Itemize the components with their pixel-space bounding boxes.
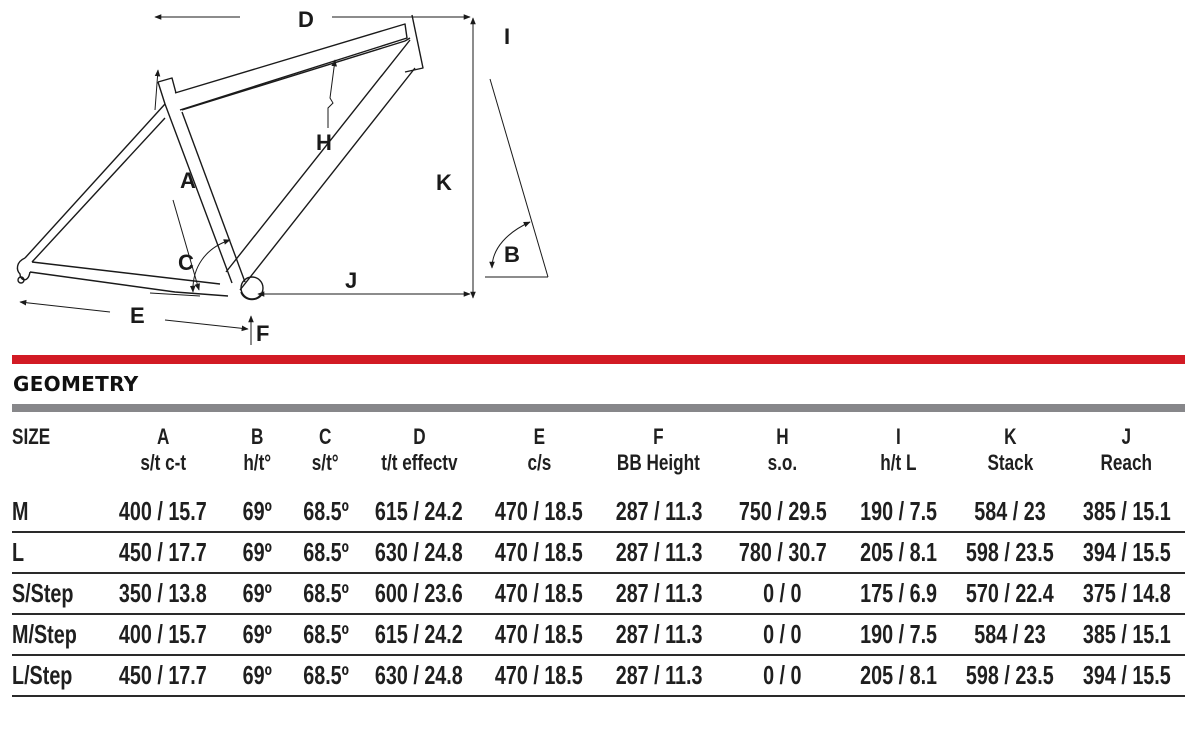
cell-c: 68.5º [293,532,358,574]
label-c: C [178,250,194,275]
cell-j: 375 / 14.8 [1068,573,1185,615]
table-row: L 450 / 17.7 69º 68.5º 630 / 24.8 470 / … [12,532,1185,574]
size-cell: L [12,532,105,574]
cell-d: 630 / 24.8 [357,532,481,574]
label-j: J [345,268,357,293]
cell-c: 68.5º [293,492,358,533]
cell-j: 385 / 15.1 [1068,492,1185,533]
cell-i: 205 / 8.1 [845,532,952,574]
cell-i: 190 / 7.5 [845,492,952,533]
cell-d: 630 / 24.8 [357,655,481,697]
cell-h: 780 / 30.7 [720,532,846,574]
cell-f: 287 / 11.3 [597,573,721,615]
cell-h: 0 / 0 [720,655,846,697]
table-row: S/Step 350 / 13.8 69º 68.5º 600 / 23.6 4… [12,573,1185,615]
label-d: D [298,7,314,32]
cell-a: 400 / 15.7 [104,492,221,533]
cell-j: 385 / 15.1 [1068,614,1185,656]
cell-a: 400 / 15.7 [104,614,221,656]
cell-k: 570 / 22.4 [951,573,1069,615]
cell-h: 0 / 0 [720,614,846,656]
label-e: E [130,303,145,328]
cell-e: 470 / 18.5 [480,532,598,574]
frame-outline [16,14,424,301]
header-j: J Reach [1100,424,1153,475]
cell-b: 69º [221,532,294,574]
label-i: I [504,24,510,49]
cell-i: 190 / 7.5 [845,614,952,656]
cell-k: 584 / 23 [951,614,1069,656]
cell-c: 68.5º [293,573,358,615]
cell-j: 394 / 15.5 [1068,655,1185,697]
cell-k: 584 / 23 [951,492,1069,533]
table-row: M/Step 400 / 15.7 69º 68.5º 615 / 24.2 4… [12,614,1185,656]
section-title: GEOMETRY [13,372,139,396]
cell-i: 205 / 8.1 [845,655,952,697]
red-divider-bar [12,355,1185,364]
label-h: H [316,130,332,155]
label-a: A [180,168,196,193]
cell-e: 470 / 18.5 [480,614,598,656]
dimension-lines [19,14,549,345]
cell-e: 470 / 18.5 [480,573,598,615]
cell-b: 69º [221,492,294,533]
cell-e: 470 / 18.5 [480,492,598,533]
label-b: B [504,242,520,267]
cell-d: 615 / 24.2 [357,614,481,656]
header-size: SIZE [12,424,51,449]
cell-k: 598 / 23.5 [951,532,1069,574]
header-k: K Stack [987,424,1034,475]
frame-geometry-diagram: D I H A K B C J E F [16,7,549,346]
size-cell: M [12,492,105,533]
cell-f: 287 / 11.3 [597,532,721,574]
cell-e: 470 / 18.5 [480,655,598,697]
cell-b: 69º [221,655,294,697]
size-cell: S/Step [12,573,105,615]
size-cell: M/Step [12,614,105,656]
cell-f: 287 / 11.3 [597,655,721,697]
cell-c: 68.5º [293,655,358,697]
label-f: F [256,321,269,346]
label-k: K [436,170,452,195]
cell-h: 750 / 29.5 [720,492,846,533]
cell-h: 0 / 0 [720,573,846,615]
cell-j: 394 / 15.5 [1068,532,1185,574]
cell-a: 350 / 13.8 [104,573,221,615]
cell-c: 68.5º [293,614,358,656]
header-f: F BB Height [617,424,701,475]
cell-b: 69º [221,614,294,656]
table-row: L/Step 450 / 17.7 69º 68.5º 630 / 24.8 4… [12,655,1185,697]
gray-divider-bar [12,404,1185,412]
cell-f: 287 / 11.3 [597,492,721,533]
cell-f: 287 / 11.3 [597,614,721,656]
cell-i: 175 / 6.9 [845,573,952,615]
cell-a: 450 / 17.7 [104,532,221,574]
cell-b: 69º [221,573,294,615]
cell-d: 600 / 23.6 [357,573,481,615]
cell-a: 450 / 17.7 [104,655,221,697]
table-row: M 400 / 15.7 69º 68.5º 615 / 24.2 470 / … [12,492,1185,533]
cell-k: 598 / 23.5 [951,655,1069,697]
size-cell: L/Step [12,655,105,697]
cell-d: 615 / 24.2 [357,492,481,533]
